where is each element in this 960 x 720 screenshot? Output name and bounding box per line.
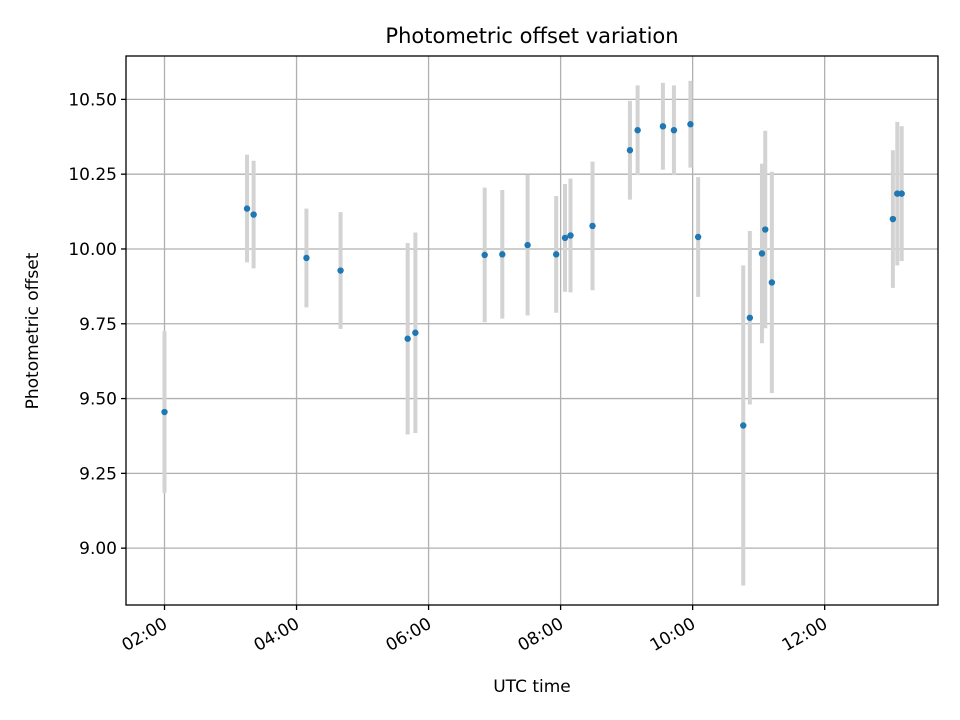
data-point (889, 215, 897, 223)
y-axis-label: Photometric offset (23, 252, 43, 409)
data-points (161, 121, 905, 429)
data-point (524, 241, 531, 249)
y-tick-label: 10.25 (68, 165, 117, 185)
x-tick-label: 08:00 (515, 614, 567, 656)
grid (126, 56, 938, 605)
data-point (894, 190, 901, 197)
y-tick-label: 9.25 (79, 464, 117, 484)
data-point (746, 314, 754, 321)
data-point (404, 335, 411, 342)
data-point (740, 422, 747, 429)
x-tick-label: 04:00 (251, 614, 303, 656)
data-point (694, 233, 702, 241)
axis-ticks: 02:00 04:00 06:00 08:00 10:00 12:00 9.00 9.25 9.… (68, 90, 831, 655)
y-tick-label: 10.00 (68, 240, 117, 260)
data-point (634, 126, 641, 134)
error-bars (162, 80, 904, 586)
x-axis-label: UTC time (493, 677, 571, 697)
data-point (626, 147, 634, 154)
x-tick-label: 12:00 (779, 614, 831, 656)
data-point (768, 279, 776, 286)
data-point (567, 232, 574, 239)
data-point (243, 205, 251, 212)
chart-title: Photometric offset variation (385, 24, 678, 48)
data-point (161, 408, 168, 416)
data-point (659, 123, 667, 130)
data-point (687, 121, 694, 128)
y-tick-label: 9.75 (79, 315, 117, 335)
data-point (589, 222, 596, 230)
data-point (758, 250, 766, 257)
data-point (670, 126, 678, 134)
data-point (250, 211, 257, 218)
data-point (481, 251, 488, 259)
data-point (898, 190, 905, 197)
x-tick-label: 06:00 (383, 614, 435, 656)
data-point (337, 267, 344, 274)
data-point (762, 226, 769, 233)
data-point (303, 254, 310, 262)
x-tick-label: 10:00 (647, 614, 699, 656)
y-tick-label: 10.50 (68, 90, 117, 110)
y-tick-label: 9.00 (79, 539, 117, 559)
plot-frame (125, 55, 939, 606)
data-point (561, 234, 569, 242)
y-tick-label: 9.50 (79, 390, 117, 410)
data-point (499, 251, 506, 258)
x-tick-label: 02:00 (119, 614, 171, 656)
data-point (553, 251, 560, 258)
data-point (412, 329, 419, 336)
